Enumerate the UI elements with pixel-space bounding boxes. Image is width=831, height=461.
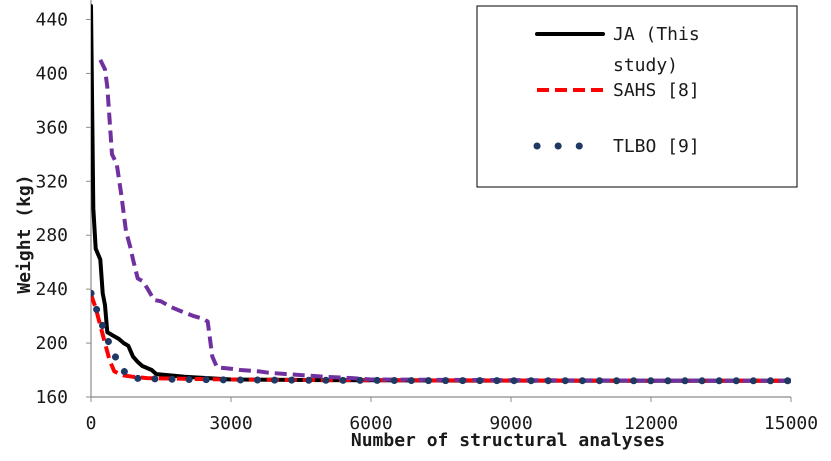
y-tick-label: 400 [35,63,68,84]
axes: 0 3000 6000 9000 12000 15000 160 200 240 280 320 36… [35,0,818,434]
y-tick-label: 240 [35,279,68,300]
y-tick-label: 200 [35,333,68,354]
y-tick-label: 440 [35,9,68,30]
legend-label: SAHS [8] [613,80,700,101]
series-line-sahs [91,293,791,383]
y-axis-title: Weight (kg) [14,174,35,293]
y-tick-label: 160 [35,387,68,408]
x-tick-label: 9000 [489,413,532,434]
x-tick-label: 6000 [349,413,392,434]
legend-label: JA (This [613,24,700,45]
y-tick-label: 320 [35,171,68,192]
series-line-ja [91,4,791,383]
x-tick-label: 12000 [624,413,678,434]
y-tick-label: 280 [35,225,68,246]
x-tick-label: 0 [86,413,97,434]
y-tick-label: 360 [35,117,68,138]
legend-box [476,5,798,188]
legend-label: study) [613,55,678,76]
x-axis-title: Number of structural analyses [351,430,665,451]
x-tick-label: 3000 [209,413,252,434]
series-line-tlbo [91,289,791,385]
legend: JA (This study) SAHS [8] TLBO [9] [476,5,798,188]
legend-label: TLBO [9] [613,136,700,157]
series-layer [91,4,791,385]
series-line-unlabeled [98,59,791,383]
x-tick-label: 15000 [764,413,818,434]
